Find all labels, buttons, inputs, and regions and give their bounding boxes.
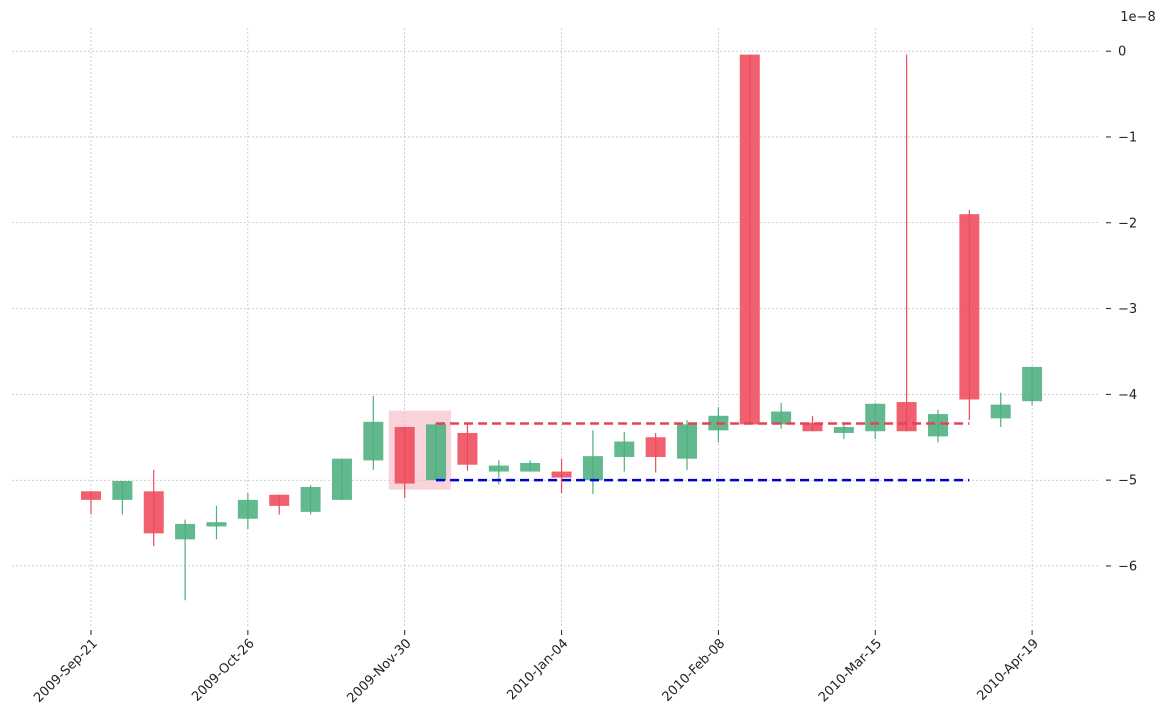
candle-body <box>520 462 541 472</box>
y-tick-label: 0 <box>1118 45 1126 60</box>
candle-up <box>1022 366 1043 406</box>
candle-up <box>520 460 541 472</box>
candle-body <box>488 465 509 472</box>
grid-layer <box>12 28 1098 626</box>
candle-up <box>175 519 196 601</box>
y-tick-label: −5 <box>1118 474 1137 489</box>
candle-down <box>143 469 164 547</box>
candle-body <box>990 404 1011 419</box>
candle-up <box>300 485 321 515</box>
candle-body <box>865 403 886 432</box>
candle-up <box>833 424 854 439</box>
level-lines-layer <box>436 422 970 482</box>
candle-up <box>112 481 133 515</box>
candle-up <box>677 420 698 470</box>
candle-up <box>426 422 447 481</box>
candle-body <box>426 424 447 481</box>
candle-up <box>990 392 1011 427</box>
candle-body <box>394 426 415 484</box>
candle-layer <box>81 54 1043 601</box>
candle-down <box>896 54 917 432</box>
candle-down <box>457 422 478 471</box>
candle-body <box>582 456 603 481</box>
candle-body <box>802 422 823 432</box>
candle-up <box>708 407 729 443</box>
y-tick-label: −3 <box>1118 302 1137 317</box>
candle-body <box>739 54 760 425</box>
candle-up <box>363 396 384 470</box>
candle-down <box>802 415 823 432</box>
candle-body <box>771 411 792 425</box>
candle-down <box>394 426 415 499</box>
candle-body <box>112 481 133 500</box>
candle-body <box>143 491 164 534</box>
x-tick-label: 2010-Feb-08 <box>660 636 729 705</box>
candle-up <box>927 409 948 443</box>
candle-body <box>614 441 635 457</box>
x-tick-label: 2009-Nov-30 <box>345 636 415 706</box>
candle-body <box>237 499 258 519</box>
candle-down <box>739 54 760 425</box>
candle-up <box>331 458 352 500</box>
candle-down <box>959 209 980 421</box>
y-tick-label: −6 <box>1118 559 1137 574</box>
candle-body <box>81 491 101 500</box>
candle-body <box>175 523 196 540</box>
x-tick-label: 2010-Jan-04 <box>504 636 571 703</box>
candle-body <box>677 424 698 459</box>
x-tick-label: 2009-Oct-26 <box>189 636 257 704</box>
candle-body <box>833 426 854 433</box>
candle-up <box>206 505 227 540</box>
y-tick-label: −2 <box>1118 216 1137 231</box>
candle-down <box>645 432 666 473</box>
y-scale-label: 1e−8 <box>1120 10 1155 25</box>
candle-body <box>269 494 290 506</box>
candle-body <box>300 487 321 512</box>
x-tick-label: 2009-Sep-21 <box>31 636 101 706</box>
candle-body <box>551 471 572 478</box>
x-tick-label: 2010-Mar-15 <box>816 636 885 705</box>
candle-body <box>457 432 478 465</box>
candle-up <box>614 432 635 472</box>
candle-down <box>269 494 290 515</box>
candle-body <box>645 437 666 457</box>
candle-body <box>959 214 980 400</box>
candle-body <box>927 414 948 437</box>
candle-body <box>896 402 917 432</box>
candle-up <box>582 430 603 494</box>
axis-layer: 0 −1 −2 −3 −4 −5 −6 2009-Sep-21 2009-Oct-26 2009-… <box>31 10 1156 706</box>
candle-down <box>551 458 572 494</box>
candle-body <box>363 421 384 461</box>
y-tick-label: −1 <box>1118 130 1137 145</box>
candle-up <box>865 402 886 439</box>
candle-up <box>771 402 792 429</box>
candle-down <box>81 491 101 515</box>
candle-body <box>206 522 227 527</box>
x-tick-label: 2010-Apr-19 <box>974 636 1041 703</box>
candle-body <box>1022 366 1043 402</box>
y-tick-label: −4 <box>1118 388 1137 403</box>
candle-up <box>237 493 258 530</box>
candle-body <box>331 458 352 500</box>
